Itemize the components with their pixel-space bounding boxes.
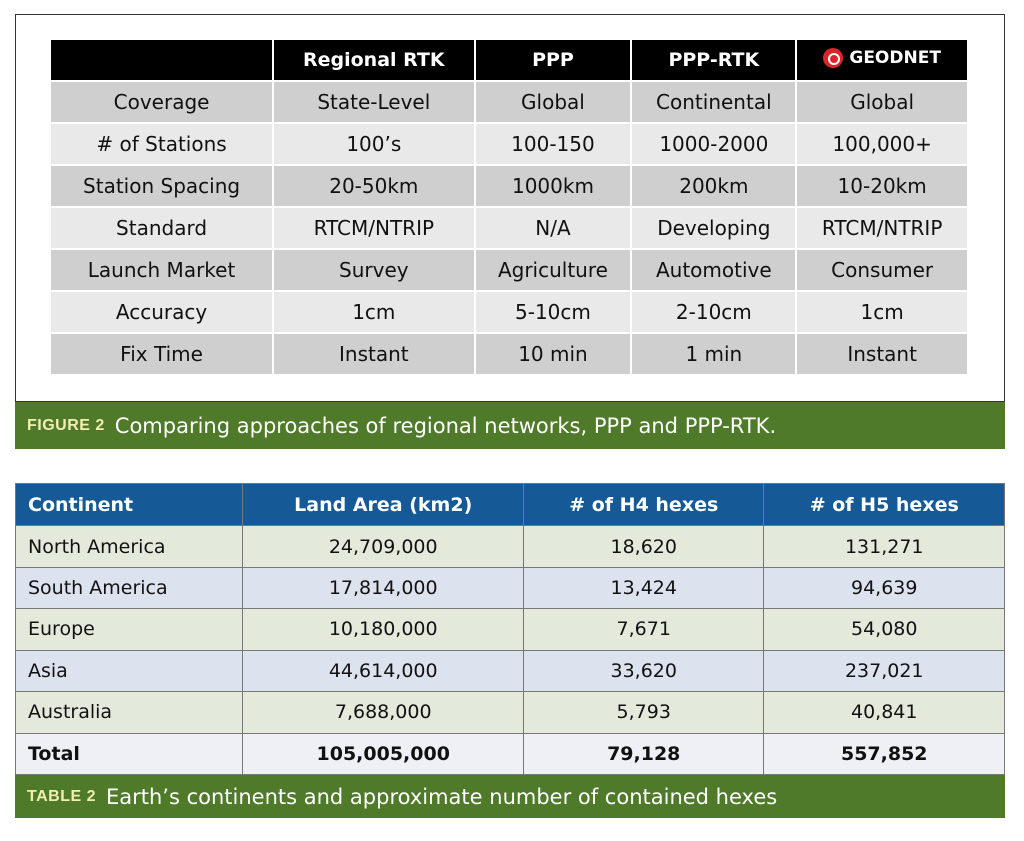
table-row: Europe 10,180,000 7,671 54,080 xyxy=(14,608,1005,651)
header-cell: # of H4 hexes xyxy=(522,482,765,527)
table-cell: 1000-2000 xyxy=(632,124,796,164)
table-cell: 105,005,000 xyxy=(242,732,524,776)
table-cell: Australia xyxy=(14,691,244,734)
table-cell: 10-20km xyxy=(797,166,967,206)
table-cell: 100’s xyxy=(274,124,474,164)
table-cell: Instant xyxy=(797,334,967,374)
table-cell: 20-50km xyxy=(274,166,474,206)
table-row: Fix Time Instant 10 min 1 min Instant xyxy=(51,334,967,374)
table-cell: North America xyxy=(14,525,244,568)
geodnet-logo: GEODNET xyxy=(823,47,941,68)
table-cell: 54,080 xyxy=(763,608,1005,651)
table-cell: 1000km xyxy=(475,166,631,206)
table-cell: 131,271 xyxy=(763,525,1005,568)
table-cell: 17,814,000 xyxy=(242,566,524,610)
table-cell: Global xyxy=(475,82,631,122)
header-cell: Continent xyxy=(14,482,244,527)
table-cell: Fix Time xyxy=(51,334,273,374)
table-cell: RTCM/NTRIP xyxy=(797,208,967,248)
header-cell: # of H5 hexes xyxy=(763,482,1005,527)
table-cell: 2-10cm xyxy=(632,292,796,332)
table-cell: 10,180,000 xyxy=(242,608,524,651)
table-row: Australia 7,688,000 5,793 40,841 xyxy=(14,691,1005,734)
table-cell: Developing xyxy=(632,208,796,248)
table-cell: Coverage xyxy=(51,82,273,122)
geodnet-logo-icon xyxy=(823,47,844,68)
header-cell-geodnet: GEODNET xyxy=(797,40,967,80)
header-cell: PPP-RTK xyxy=(632,40,796,80)
table-cell: Automotive xyxy=(632,250,796,290)
table-cell: 79,128 xyxy=(522,732,765,776)
table-row: # of Stations 100’s 100-150 1000-2000 100,00… xyxy=(51,124,967,164)
table-cell: State-Level xyxy=(274,82,474,122)
table-row: Coverage State-Level Global Continental Glob… xyxy=(51,82,967,122)
figure-2: Regional RTK PPP PPP-RTK GEODNET Coverag… xyxy=(15,14,1005,402)
header-cell: Regional RTK xyxy=(274,40,474,80)
table-cell: 100,000+ xyxy=(797,124,967,164)
table-cell: Asia xyxy=(14,649,244,693)
table-cell: 7,688,000 xyxy=(242,691,524,734)
table-row: Station Spacing 20-50km 1000km 200km 10-20km xyxy=(51,166,967,206)
header-cell xyxy=(51,40,273,80)
table-cell: Launch Market xyxy=(51,250,273,290)
table-cell: N/A xyxy=(475,208,631,248)
table-row: Standard RTCM/NTRIP N/A Developing RTCM/NTRI… xyxy=(51,208,967,248)
table-cell: # of Stations xyxy=(51,124,273,164)
table-row: Accuracy 1cm 5-10cm 2-10cm 1cm xyxy=(51,292,967,332)
header-cell: PPP xyxy=(475,40,631,80)
table-cell: Continental xyxy=(632,82,796,122)
table-cell: Consumer xyxy=(797,250,967,290)
table-cell: 1cm xyxy=(274,292,474,332)
table-row: Total 105,005,000 79,128 557,852 xyxy=(14,732,1005,776)
table-cell: 100-150 xyxy=(475,124,631,164)
comparison-table: Regional RTK PPP PPP-RTK GEODNET Coverag… xyxy=(49,38,969,376)
table-cell: Europe xyxy=(14,608,244,651)
table-cell: 94,639 xyxy=(763,566,1005,610)
table-cell: 18,620 xyxy=(522,525,765,568)
header-row: Continent Land Area (km2) # of H4 hexes … xyxy=(14,482,1005,527)
continents-table: Continent Land Area (km2) # of H4 hexes … xyxy=(14,482,1005,776)
figure-caption: FIGURE 2 Comparing approaches of regional… xyxy=(15,402,1005,449)
table-cell: 24,709,000 xyxy=(242,525,524,568)
table-cell: 1 min xyxy=(632,334,796,374)
table-cell: 40,841 xyxy=(763,691,1005,734)
table-cell: RTCM/NTRIP xyxy=(274,208,474,248)
table-cell: 13,424 xyxy=(522,566,765,610)
table-row: South America 17,814,000 13,424 94,639 xyxy=(14,566,1005,610)
table-caption: TABLE 2 Earth’s continents and approximat… xyxy=(15,775,1005,818)
table-cell: Accuracy xyxy=(51,292,273,332)
table-cell: Survey xyxy=(274,250,474,290)
table-cell: Standard xyxy=(51,208,273,248)
table-cell: Instant xyxy=(274,334,474,374)
table-cell: South America xyxy=(14,566,244,610)
table-row: Asia 44,614,000 33,620 237,021 xyxy=(14,649,1005,693)
table-cell: 5,793 xyxy=(522,691,765,734)
table-cell: Station Spacing xyxy=(51,166,273,206)
table-cell: Total xyxy=(14,732,244,776)
header-cell: Land Area (km2) xyxy=(242,482,524,527)
table-cell: 200km xyxy=(632,166,796,206)
table-cell: 557,852 xyxy=(763,732,1005,776)
table-cell: 5-10cm xyxy=(475,292,631,332)
table-cell: 7,671 xyxy=(522,608,765,651)
table-cell: 44,614,000 xyxy=(242,649,524,693)
table-cell: Agriculture xyxy=(475,250,631,290)
header-row: Regional RTK PPP PPP-RTK GEODNET xyxy=(51,40,967,80)
table-cell: 33,620 xyxy=(522,649,765,693)
table-cell: 237,021 xyxy=(763,649,1005,693)
table-cell: 10 min xyxy=(475,334,631,374)
table-cell: 1cm xyxy=(797,292,967,332)
table-row: Launch Market Survey Agriculture Automotive… xyxy=(51,250,967,290)
table-cell: Global xyxy=(797,82,967,122)
table-row: North America 24,709,000 18,620 131,271 xyxy=(14,525,1005,568)
